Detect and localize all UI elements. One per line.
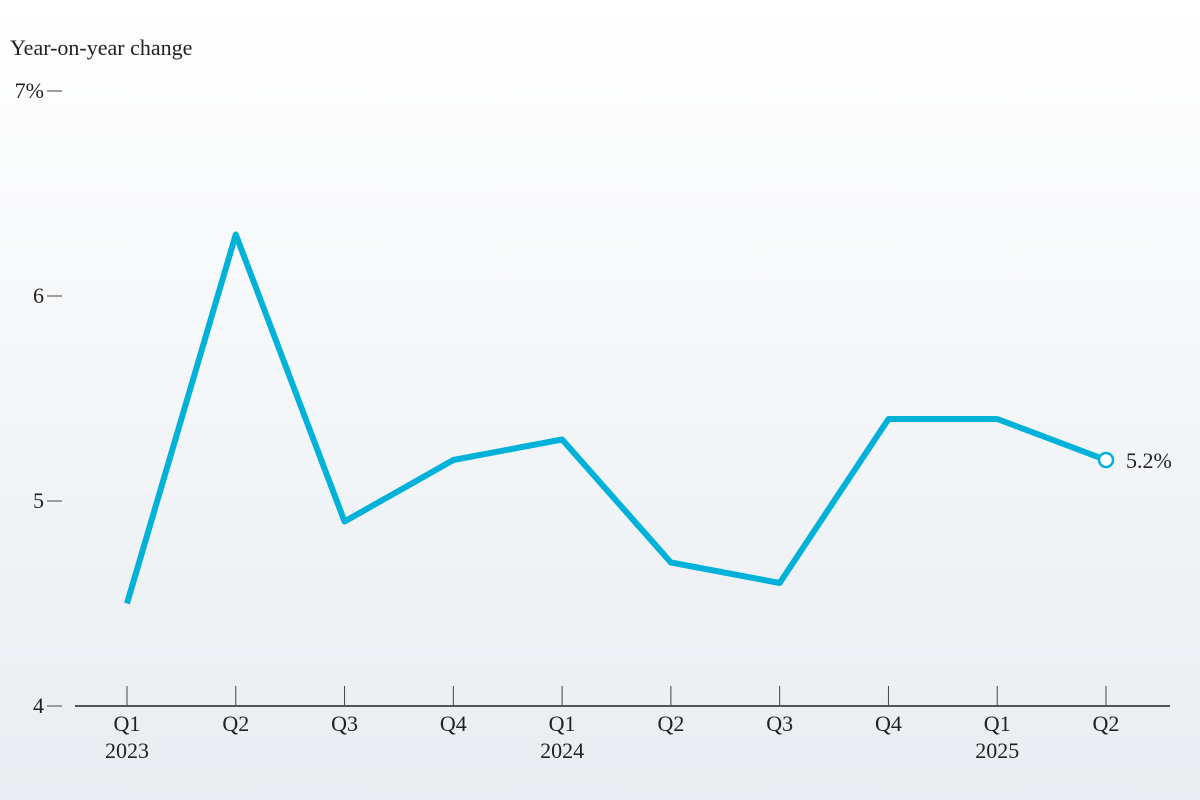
x-tick-label: Q2	[657, 711, 684, 736]
x-tick-label: Q1	[984, 711, 1011, 736]
x-tick-label: Q1	[549, 711, 576, 736]
x-group-label: 2023	[105, 738, 149, 763]
x-tick-label: Q3	[766, 711, 793, 736]
x-tick-label: Q2	[222, 711, 249, 736]
value-label: 5.2%	[1126, 448, 1172, 473]
x-tick-label: Q1	[114, 711, 141, 736]
x-tick-label: Q4	[440, 711, 467, 736]
data-line	[124, 231, 1108, 605]
y-tick-label: 5	[33, 488, 44, 513]
y-tick-label: 7%	[15, 78, 44, 103]
x-tick-label: Q2	[1093, 711, 1120, 736]
x-tick-label: Q4	[875, 711, 902, 736]
x-tick-label: Q3	[331, 711, 358, 736]
y-tick-label: 4	[33, 693, 44, 718]
y-tick-label: 6	[33, 283, 44, 308]
x-group-label: 2024	[540, 738, 584, 763]
end-marker	[1097, 451, 1115, 469]
y-axis-label: Year-on-year change	[10, 35, 192, 60]
x-group-label: 2025	[975, 738, 1019, 763]
